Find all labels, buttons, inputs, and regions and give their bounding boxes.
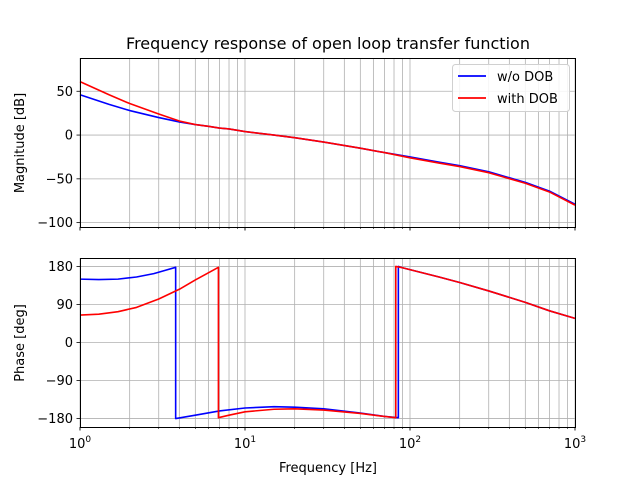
phase-y-tick-label: 0: [65, 336, 73, 351]
magnitude-y-tick-label: 50: [56, 85, 73, 100]
legend: w/o DOB with DOB: [452, 64, 570, 112]
magnitude-line-with-dob: [79, 80, 576, 206]
magnitude-axes-frame: [80, 58, 576, 228]
x-tick-label: 102: [399, 435, 421, 452]
phase-y-tick-label: −90: [46, 374, 73, 389]
magnitude-ticks: 50 0 −50 −100: [37, 85, 576, 231]
phase-series: [79, 265, 576, 420]
magnitude-y-tick-label: −100: [37, 216, 73, 231]
phase-axes-frame: [80, 258, 576, 428]
legend-label-with-dob: with DOB: [497, 92, 558, 107]
phase-ticks: 180 90 0 −90 −180 100 101 102 103: [37, 260, 586, 452]
x-tick-label: 100: [69, 435, 92, 452]
magnitude-y-tick-label: 0: [65, 129, 73, 144]
phase-line-with-dob: [79, 265, 576, 419]
x-axis-label: Frequency [Hz]: [279, 461, 377, 476]
phase-grid: [79, 258, 576, 427]
x-tick-label: 103: [564, 435, 586, 452]
phase-y-tick-label: 180: [48, 260, 73, 275]
x-tick-label: 101: [234, 435, 256, 452]
magnitude-y-tick-label: −50: [46, 172, 73, 187]
phase-y-axis-label: Phase [deg]: [13, 304, 28, 382]
magnitude-y-axis-label: Magnitude [dB]: [13, 93, 28, 193]
chart-title: Frequency response of open loop transfer…: [126, 34, 530, 53]
magnitude-series: [79, 80, 576, 206]
phase-y-tick-label: −180: [37, 412, 73, 427]
phase-y-tick-label: 90: [56, 298, 73, 313]
legend-label-wo-dob: w/o DOB: [497, 70, 553, 85]
